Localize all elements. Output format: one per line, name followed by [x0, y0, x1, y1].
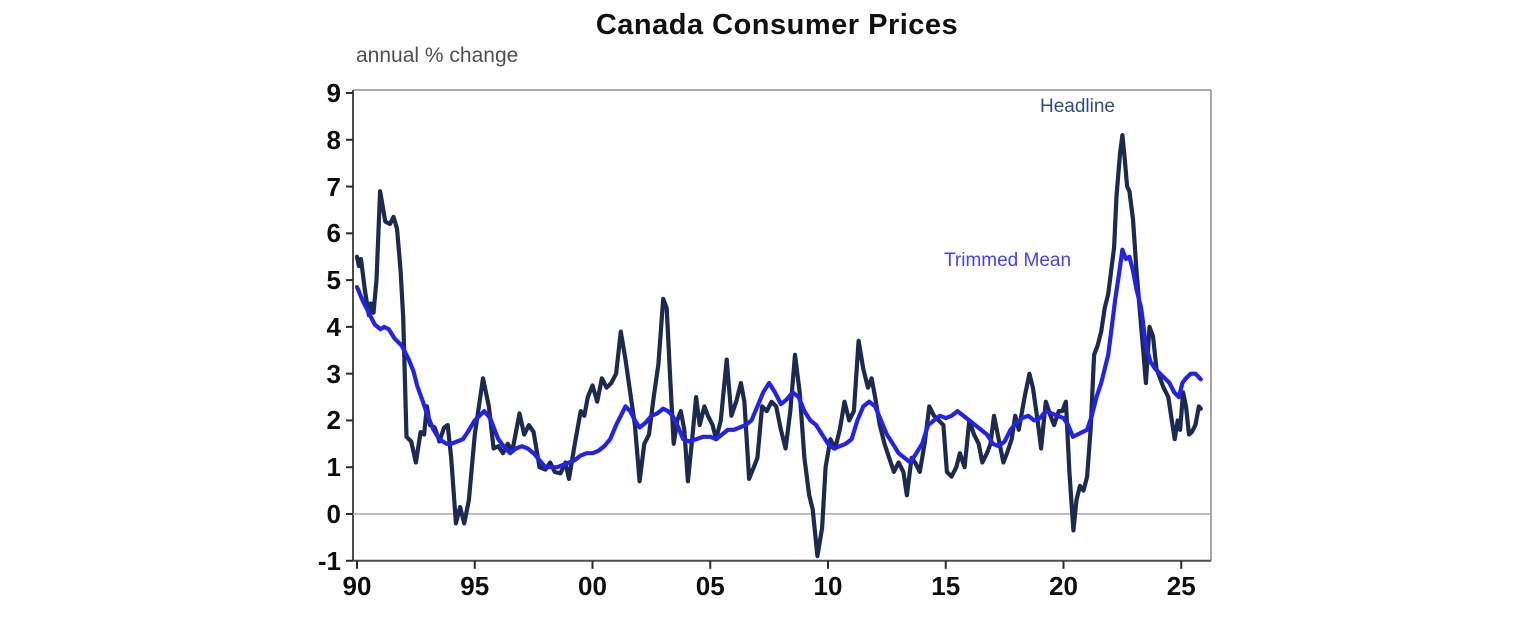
y-tick-label: -1	[317, 545, 341, 576]
x-tick-label: 00	[578, 571, 607, 601]
chart-subtitle: annual % change	[356, 44, 519, 67]
y-tick-label: 3	[326, 358, 341, 389]
trimmed-mean-series-label: Trimmed Mean	[944, 250, 1072, 271]
y-tick-label: 7	[326, 171, 341, 202]
y-tick-label: 5	[326, 265, 341, 296]
trimmed-mean-series-line	[354, 247, 1203, 470]
headline-series-label: Headline	[1040, 96, 1115, 117]
y-tick-label: 1	[326, 452, 341, 483]
x-tick-label: 95	[460, 571, 490, 601]
headline-series-line	[354, 132, 1203, 559]
y-tick-label: 9	[326, 77, 341, 108]
y-tick-label: 8	[326, 124, 341, 155]
y-tick-label: 6	[326, 218, 341, 249]
chart-title: Canada Consumer Prices	[595, 9, 959, 41]
x-tick-label: 20	[1049, 571, 1078, 601]
x-tick-label: 10	[813, 571, 843, 601]
y-tick-label: 2	[326, 405, 341, 436]
plot-svg	[346, 89, 1212, 569]
x-tick-label: 05	[695, 571, 725, 601]
x-tick-label: 90	[342, 571, 372, 601]
y-tick-label: 0	[326, 499, 341, 529]
y-tick-label: 4	[326, 311, 341, 342]
x-tick-label: 15	[931, 571, 961, 601]
x-tick-label: 25	[1166, 571, 1196, 601]
